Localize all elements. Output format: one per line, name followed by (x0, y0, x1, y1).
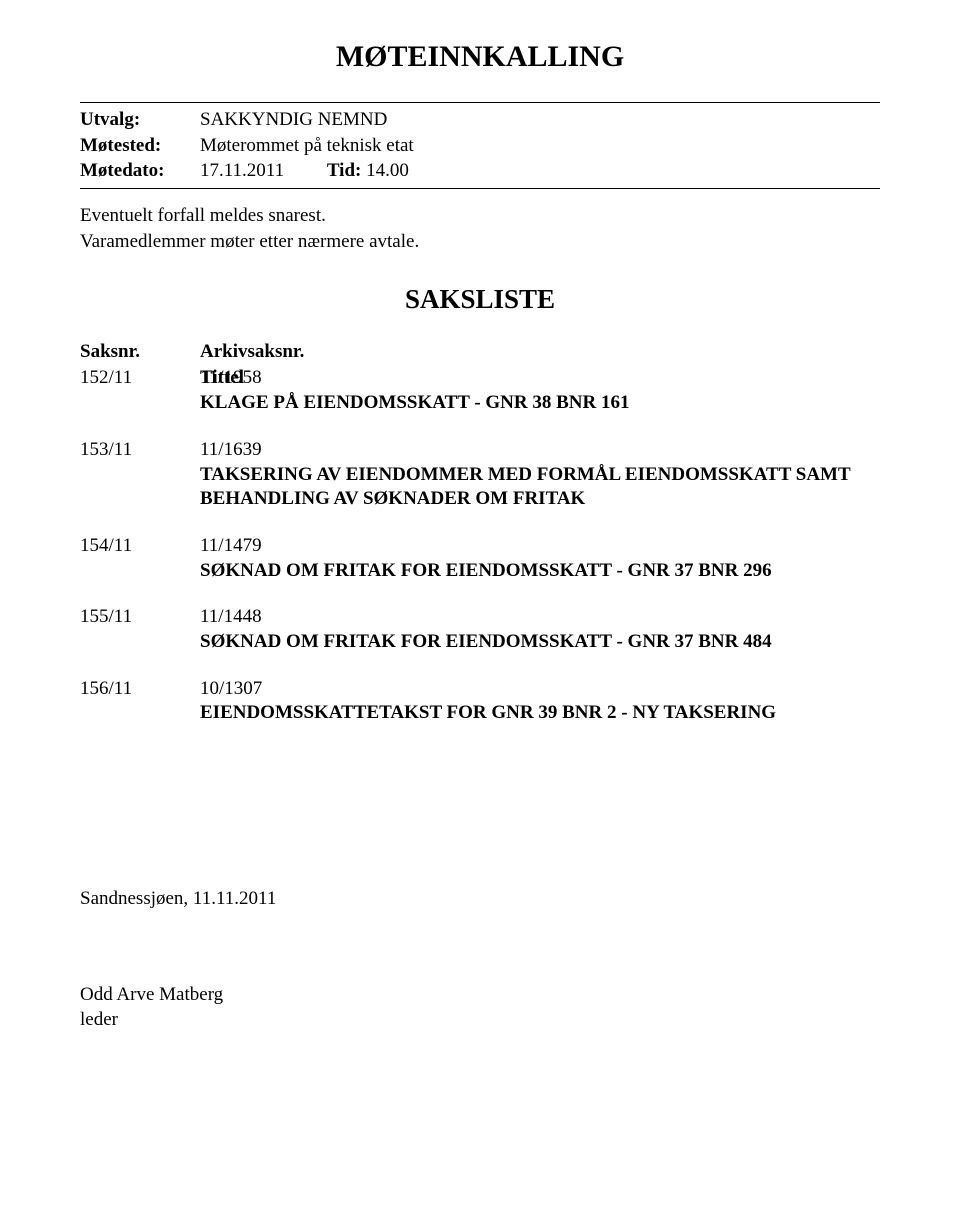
item-title: EIENDOMSSKATTETAKST FOR GNR 39 BNR 2 - N… (200, 701, 880, 726)
item-title: SØKNAD OM FRITAK FOR EIENDOMSSKATT - GNR… (200, 559, 880, 584)
meta-row-motedato: Møtedato: 17.11.2011 Tid: 14.00 (80, 158, 880, 184)
utvalg-value: SAKKYNDIG NEMND (200, 107, 880, 133)
motedato-value-container: 17.11.2011 Tid: 14.00 (200, 158, 880, 184)
footer-location-date: Sandnessjøen, 11.11.2011 (80, 886, 880, 912)
item-saksnr: 156/11 (80, 677, 200, 726)
item-body: 11/1448 SØKNAD OM FRITAK FOR EIENDOMSSKA… (200, 605, 880, 654)
item-title: SØKNAD OM FRITAK FOR EIENDOMSSKATT - GNR… (200, 630, 880, 655)
item-body: 11/1958 KLAGE PÅ EIENDOMSSKATT - GNR 38 … (200, 366, 880, 415)
motedato-value: 17.11.2011 (200, 160, 284, 181)
signature-block: Odd Arve Matberg leder (80, 982, 880, 1033)
intro-line-2: Varamedlemmer møter etter nærmere avtale… (80, 229, 880, 255)
item-saksnr: 153/11 (80, 438, 200, 512)
motested-label: Møtested: (80, 133, 200, 159)
item-saksnr: 154/11 (80, 534, 200, 583)
motested-value: Møterommet på teknisk etat (200, 133, 880, 159)
list-item: 153/11 11/1639 TAKSERING AV EIENDOMMER M… (80, 438, 880, 512)
item-body: 11/1479 SØKNAD OM FRITAK FOR EIENDOMSSKA… (200, 534, 880, 583)
item-arkiv: 11/1448 (200, 605, 880, 630)
signature-title: leder (80, 1007, 880, 1033)
sakliste-title: SAKSLISTE (80, 284, 880, 315)
item-title: TAKSERING AV EIENDOMMER MED FORMÅL EIEND… (200, 463, 880, 512)
tid-label: Tid: (327, 160, 362, 181)
meta-row-motested: Møtested: Møterommet på teknisk etat (80, 133, 880, 159)
item-arkiv: 11/1639 (200, 438, 880, 463)
item-title: KLAGE PÅ EIENDOMSSKATT - GNR 38 BNR 161 (200, 391, 880, 416)
intro-text: Eventuelt forfall meldes snarest. Varame… (80, 203, 880, 254)
list-item: 156/11 10/1307 EIENDOMSSKATTETAKST FOR G… (80, 677, 880, 726)
list-item: 152/11 11/1958 KLAGE PÅ EIENDOMSSKATT - … (80, 366, 880, 415)
divider-top (80, 102, 880, 103)
list-item: 155/11 11/1448 SØKNAD OM FRITAK FOR EIEN… (80, 605, 880, 654)
item-arkiv: 11/1958 (200, 366, 880, 391)
motedato-label: Møtedato: (80, 158, 200, 184)
table-headers: Saksnr. Arkivsaksnr. (80, 339, 880, 365)
item-body: 10/1307 EIENDOMSSKATTETAKST FOR GNR 39 B… (200, 677, 880, 726)
item-arkiv: 10/1307 (200, 677, 880, 702)
item-saksnr: 152/11 (80, 366, 200, 415)
header-saksnr: Saksnr. (80, 339, 200, 365)
meeting-meta: Utvalg: SAKKYNDIG NEMND Møtested: Møtero… (80, 107, 880, 184)
item-body: 11/1639 TAKSERING AV EIENDOMMER MED FORM… (200, 438, 880, 512)
utvalg-label: Utvalg: (80, 107, 200, 133)
header-arkiv: Arkivsaksnr. (200, 339, 880, 365)
item-saksnr: 155/11 (80, 605, 200, 654)
intro-line-1: Eventuelt forfall meldes snarest. (80, 203, 880, 229)
signature-name: Odd Arve Matberg (80, 982, 880, 1008)
list-item: 154/11 11/1479 SØKNAD OM FRITAK FOR EIEN… (80, 534, 880, 583)
meta-row-utvalg: Utvalg: SAKKYNDIG NEMND (80, 107, 880, 133)
document-title: MØTEINNKALLING (80, 40, 880, 74)
divider-bottom (80, 188, 880, 189)
item-arkiv: 11/1479 (200, 534, 880, 559)
tid-value-text: 14.00 (366, 160, 409, 181)
